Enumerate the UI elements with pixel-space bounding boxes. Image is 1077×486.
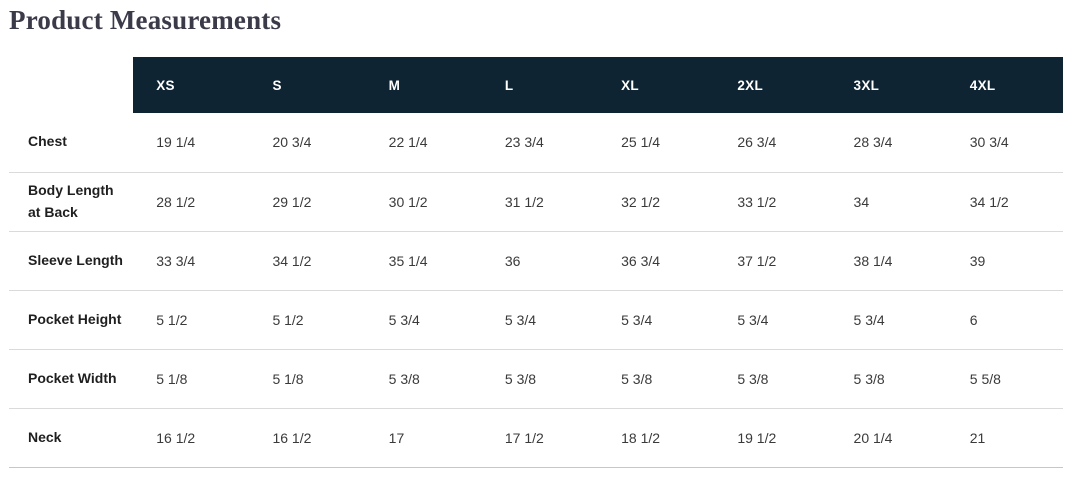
row-label: Pocket Width [9, 349, 134, 409]
measurement-value: 19 1/4 [133, 113, 250, 173]
measurement-value: 33 3/4 [133, 231, 250, 291]
page-title: Product Measurements [9, 5, 282, 35]
measurement-value: 34 [830, 172, 947, 232]
row-label: Sleeve Length [9, 231, 134, 291]
measurement-value: 22 1/4 [365, 113, 482, 173]
measurement-value: 5 3/4 [830, 290, 947, 350]
table-row: Chest 19 1/4 20 3/4 22 1/4 23 3/4 25 1/4 26 3/… [9, 113, 1063, 173]
table-row: Sleeve Length 33 3/4 34 1/2 35 1/4 36 36 3/4 3… [9, 231, 1063, 291]
measurement-value: 16 1/2 [249, 408, 366, 468]
size-header-s: S [249, 57, 366, 113]
size-header-row: XS S M L XL 2XL 3XL 4XL [9, 57, 1063, 113]
table-row: Pocket Width 5 1/8 5 1/8 5 3/8 5 3/8 5 3/8 5 3… [9, 349, 1063, 409]
measurement-value: 5 1/8 [249, 349, 366, 409]
measurement-value: 5 3/4 [365, 290, 482, 350]
row-label: Pocket Height [9, 290, 134, 350]
measurement-value: 5 3/8 [830, 349, 947, 409]
size-header-3xl: 3XL [830, 57, 947, 113]
measurement-value: 39 [946, 231, 1063, 291]
measurement-value: 17 1/2 [481, 408, 599, 468]
measurement-value: 17 [365, 408, 482, 468]
measurement-value: 28 1/2 [133, 172, 250, 232]
measurement-value: 35 1/4 [365, 231, 482, 291]
row-label: Neck [9, 408, 134, 468]
measurement-value: 33 1/2 [714, 172, 831, 232]
measurement-value: 29 1/2 [249, 172, 366, 232]
measurement-value: 20 1/4 [830, 408, 947, 468]
measurement-value: 37 1/2 [714, 231, 831, 291]
measurement-value: 5 3/8 [714, 349, 831, 409]
measurement-value: 5 3/4 [714, 290, 831, 350]
measurement-value: 21 [946, 408, 1063, 468]
size-header-2xl: 2XL [714, 57, 831, 113]
measurement-value: 5 5/8 [946, 349, 1063, 409]
measurement-value: 5 1/8 [133, 349, 250, 409]
header-corner-cell [9, 57, 133, 113]
measurements-table: XS S M L XL 2XL 3XL 4XL Chest 19 1/4 20 3/4 22 1/4… [9, 57, 1063, 468]
measurement-value: 38 1/4 [830, 231, 947, 291]
measurement-value: 5 3/4 [481, 290, 599, 350]
table-row: Neck 16 1/2 16 1/2 17 17 1/2 18 1/2 19 1/2 20 1… [9, 408, 1063, 468]
size-header-xl: XL [598, 57, 715, 113]
measurement-value: 30 3/4 [946, 113, 1063, 173]
size-header-xs: XS [133, 57, 250, 113]
row-label: Body Length at Back [9, 172, 134, 232]
measurement-value: 34 1/2 [249, 231, 366, 291]
size-header-l: L [481, 57, 599, 113]
measurement-value: 26 3/4 [714, 113, 831, 173]
measurement-value: 16 1/2 [133, 408, 250, 468]
measurement-value: 6 [946, 290, 1063, 350]
measurement-value: 20 3/4 [249, 113, 366, 173]
measurement-value: 5 1/2 [249, 290, 366, 350]
table-row: Body Length at Back 28 1/2 29 1/2 30 1/2 31 … [9, 172, 1063, 232]
measurement-value: 5 3/8 [365, 349, 482, 409]
measurement-value: 23 3/4 [481, 113, 599, 173]
measurement-value: 19 1/2 [714, 408, 831, 468]
product-measurements-section: Product Measurements XS S M L XL 2XL 3XL 4XL Ch… [9, 5, 1063, 468]
measurement-value: 5 1/2 [133, 290, 250, 350]
measurement-value: 30 1/2 [365, 172, 482, 232]
size-header-m: M [365, 57, 482, 113]
size-header-4xl: 4XL [946, 57, 1063, 113]
measurement-value: 5 3/8 [598, 349, 715, 409]
measurement-value: 36 [481, 231, 599, 291]
table-row: Pocket Height 5 1/2 5 1/2 5 3/4 5 3/4 5 3/4 5 … [9, 290, 1063, 350]
measurement-value: 18 1/2 [598, 408, 715, 468]
measurement-value: 36 3/4 [598, 231, 715, 291]
measurement-value: 28 3/4 [830, 113, 947, 173]
measurement-value: 31 1/2 [481, 172, 599, 232]
row-label: Chest [9, 113, 134, 173]
measurement-rows: Chest 19 1/4 20 3/4 22 1/4 23 3/4 25 1/4 26 3/… [9, 113, 1063, 468]
measurement-value: 25 1/4 [598, 113, 715, 173]
measurement-value: 5 3/4 [598, 290, 715, 350]
measurement-value: 34 1/2 [946, 172, 1063, 232]
measurement-value: 32 1/2 [598, 172, 715, 232]
measurement-value: 5 3/8 [481, 349, 599, 409]
